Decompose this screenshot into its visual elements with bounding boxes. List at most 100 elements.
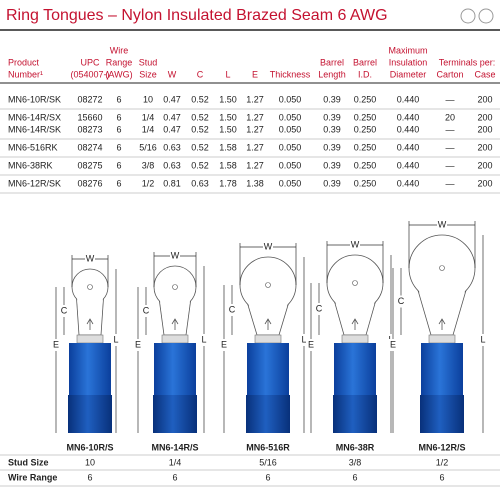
table-cell: 0.440	[397, 124, 420, 134]
table-cell: 10	[143, 94, 153, 104]
row-label: Stud Size	[8, 457, 49, 467]
table-cell: —	[446, 124, 455, 134]
table-cell: 0.63	[163, 142, 181, 152]
stud-hole	[352, 280, 358, 286]
column-header: Wire	[110, 45, 129, 55]
dimension-label: C	[229, 304, 236, 314]
column-header: Number¹	[8, 69, 43, 79]
column-header: C	[197, 69, 204, 79]
column-header: Size	[139, 69, 157, 79]
table-cell: 3/8	[142, 160, 155, 170]
label-bg	[219, 339, 229, 351]
table-cell: 1.50	[219, 112, 237, 122]
dimension-label: W	[86, 253, 95, 263]
table-cell: 0.050	[279, 142, 302, 152]
table-cell: 0.050	[279, 160, 302, 170]
dimension-label: L	[113, 334, 118, 344]
cert-marks	[460, 8, 494, 24]
label-bg	[299, 334, 309, 346]
label-bg	[388, 339, 398, 351]
insulation	[334, 343, 376, 395]
column-header: E	[252, 69, 258, 79]
table-cell: 1.50	[219, 124, 237, 134]
label-bg	[133, 339, 143, 351]
table-cell: 0.47	[163, 94, 181, 104]
table-cell: 0.250	[354, 94, 377, 104]
stud-hole	[265, 282, 271, 288]
stud-size: 5/16	[259, 457, 277, 467]
terminal	[68, 268, 112, 433]
dimension-label: W	[264, 241, 273, 251]
wire-range: 6	[352, 472, 357, 482]
table-cell: 0.63	[191, 178, 209, 188]
insulation	[154, 343, 196, 395]
table-cell: 200	[477, 94, 492, 104]
table-cell: 6	[116, 124, 121, 134]
dimension-label: E	[308, 339, 314, 349]
column-header: Product	[8, 57, 40, 67]
table-cell: 08272	[77, 94, 102, 104]
arrow-head	[86, 318, 94, 325]
table-cell: 200	[477, 160, 492, 170]
dimension-label: W	[438, 219, 447, 229]
insulation	[247, 343, 289, 395]
label-bg	[478, 334, 488, 346]
arrow-head	[171, 318, 179, 325]
column-header: UPC	[80, 57, 100, 67]
table-cell: 6	[116, 142, 121, 152]
wire-range: 6	[265, 472, 270, 482]
label-bg	[306, 339, 316, 351]
column-header: (054007-)	[70, 69, 109, 79]
column-header: Thickness	[270, 69, 311, 79]
table-cell: 1/4	[142, 112, 155, 122]
dimension-label: C	[61, 305, 68, 315]
wire-range: 6	[172, 472, 177, 482]
label-bg	[227, 304, 237, 316]
table-cell: 1.27	[246, 94, 264, 104]
barrel	[161, 334, 189, 344]
table-cell: 0.050	[279, 112, 302, 122]
table-cell: 200	[477, 178, 492, 188]
stud-hole	[87, 284, 93, 290]
label-bg	[170, 250, 180, 262]
table-cell: 0.250	[354, 112, 377, 122]
title: Ring Tongues – Nylon Insulated Brazed Se…	[6, 7, 388, 24]
dimension-label: E	[221, 339, 227, 349]
table-cell: 6	[116, 160, 121, 170]
table-cell: 20	[445, 112, 455, 122]
table-cell: 0.52	[191, 112, 209, 122]
label-bg	[437, 219, 447, 231]
table-cell: 6	[116, 94, 121, 104]
stud-size: 1/4	[169, 457, 182, 467]
insulation-sleeve	[246, 395, 290, 433]
row-label: Wire Range	[8, 472, 57, 482]
arrow-head	[264, 318, 272, 325]
table-cell: 0.050	[279, 178, 302, 188]
table-cell: 200	[477, 112, 492, 122]
table-cell: 0.440	[397, 94, 420, 104]
arrow-head	[438, 318, 446, 325]
table-cell: 0.52	[191, 94, 209, 104]
barrel	[254, 334, 282, 344]
dimension-label: L	[201, 334, 206, 344]
column-header: I.D.	[358, 69, 372, 79]
table-cell: 1.27	[246, 124, 264, 134]
table-cell: 0.47	[163, 112, 181, 122]
table-cell: 08274	[77, 142, 102, 152]
table-cell: 200	[477, 142, 492, 152]
insulation-sleeve	[333, 395, 377, 433]
table-cell: 0.250	[354, 124, 377, 134]
column-header: Maximum	[388, 45, 427, 55]
column-header: Carton	[436, 69, 463, 79]
table-cell: 6	[116, 178, 121, 188]
table-cell: MN6-10R/SK	[8, 94, 61, 104]
dimension-label: C	[398, 296, 405, 306]
column-header: Range	[106, 57, 133, 67]
dimension-label: L	[480, 334, 485, 344]
column-header: W	[168, 69, 177, 79]
table-cell: 6	[116, 112, 121, 122]
insulation	[421, 343, 463, 395]
column-header: Barrel	[320, 57, 344, 67]
dimension-label: C	[143, 305, 150, 315]
label-bg	[199, 334, 209, 346]
